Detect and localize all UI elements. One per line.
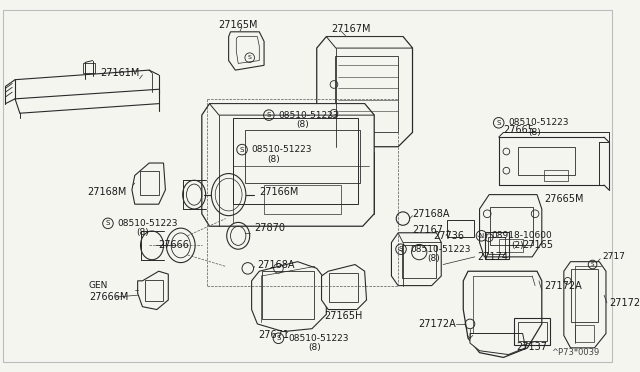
Text: 27666: 27666 xyxy=(159,240,189,250)
Bar xyxy=(329,273,358,302)
Bar xyxy=(145,280,163,301)
Bar xyxy=(262,271,314,319)
Bar xyxy=(490,207,532,246)
Text: 2717: 2717 xyxy=(602,252,625,262)
Text: 08510-51223: 08510-51223 xyxy=(508,118,569,127)
Text: 08510-51223: 08510-51223 xyxy=(118,219,178,228)
Text: 27167: 27167 xyxy=(413,225,444,235)
Polygon shape xyxy=(326,36,413,48)
Text: 27666M: 27666M xyxy=(89,292,128,302)
Text: 27161M: 27161M xyxy=(100,68,140,78)
Bar xyxy=(575,325,595,342)
Text: S: S xyxy=(267,112,271,118)
Text: 27172A: 27172A xyxy=(545,280,582,291)
Polygon shape xyxy=(564,262,606,348)
Text: 27671: 27671 xyxy=(258,330,289,340)
Bar xyxy=(264,185,340,214)
Polygon shape xyxy=(228,32,264,70)
Polygon shape xyxy=(202,104,374,226)
Text: N: N xyxy=(479,233,484,239)
Text: 08918-10600: 08918-10600 xyxy=(491,231,552,240)
Text: 27166M: 27166M xyxy=(259,187,299,197)
Text: 27167M: 27167M xyxy=(331,24,371,34)
Text: (8): (8) xyxy=(296,120,308,129)
Text: (8): (8) xyxy=(308,343,321,352)
Text: 27168M: 27168M xyxy=(87,187,126,197)
Text: 27165H: 27165H xyxy=(324,311,363,321)
Text: 27137: 27137 xyxy=(516,342,548,352)
Bar xyxy=(518,322,547,341)
Bar xyxy=(403,245,436,278)
Text: 08510-51223: 08510-51223 xyxy=(411,245,471,254)
Bar xyxy=(83,63,95,73)
Bar xyxy=(572,269,598,321)
Text: 27172A: 27172A xyxy=(418,319,456,329)
Bar xyxy=(339,131,367,144)
Text: (8): (8) xyxy=(428,254,440,263)
Polygon shape xyxy=(132,163,165,204)
Text: 27168A: 27168A xyxy=(413,209,450,219)
Bar xyxy=(518,147,575,176)
Text: S: S xyxy=(591,262,595,267)
Text: (8): (8) xyxy=(136,228,149,237)
Text: 27665M: 27665M xyxy=(545,195,584,204)
Text: 27174: 27174 xyxy=(477,252,509,262)
Polygon shape xyxy=(398,233,441,243)
Polygon shape xyxy=(463,271,542,357)
Polygon shape xyxy=(209,104,374,115)
Polygon shape xyxy=(321,264,367,310)
Bar xyxy=(335,56,397,132)
Polygon shape xyxy=(252,262,326,331)
Text: (8): (8) xyxy=(529,128,541,137)
Polygon shape xyxy=(470,333,525,355)
Text: S: S xyxy=(248,55,252,60)
Bar xyxy=(544,170,568,181)
Polygon shape xyxy=(392,233,441,286)
Text: S: S xyxy=(276,335,280,341)
Bar xyxy=(234,118,358,204)
Bar xyxy=(245,130,360,183)
Text: (2): (2) xyxy=(511,241,524,250)
Polygon shape xyxy=(317,36,413,147)
Bar xyxy=(499,239,523,252)
Polygon shape xyxy=(236,36,259,63)
Text: 27168A: 27168A xyxy=(257,260,295,270)
Polygon shape xyxy=(479,195,542,257)
Text: (8): (8) xyxy=(268,155,280,164)
Text: S: S xyxy=(399,246,403,252)
Bar xyxy=(514,318,550,345)
Text: 27172: 27172 xyxy=(609,298,640,308)
Text: 27870: 27870 xyxy=(255,223,285,233)
Text: S: S xyxy=(106,220,110,226)
Text: 08510-51223: 08510-51223 xyxy=(252,145,312,154)
Text: 08510-51223: 08510-51223 xyxy=(278,110,339,120)
Text: S: S xyxy=(497,120,501,126)
Text: S: S xyxy=(240,147,244,153)
Bar xyxy=(485,232,509,259)
Text: 27165: 27165 xyxy=(523,240,554,250)
Bar xyxy=(447,219,474,237)
Text: 27665: 27665 xyxy=(504,125,534,135)
Text: ^P73*0039: ^P73*0039 xyxy=(551,348,599,357)
Text: 27736: 27736 xyxy=(433,231,465,241)
Bar xyxy=(140,171,159,195)
Text: 27165M: 27165M xyxy=(218,20,258,30)
Polygon shape xyxy=(138,271,168,310)
Text: 08510-51223: 08510-51223 xyxy=(288,334,349,343)
Bar xyxy=(488,237,506,254)
Text: GEN: GEN xyxy=(89,281,108,290)
